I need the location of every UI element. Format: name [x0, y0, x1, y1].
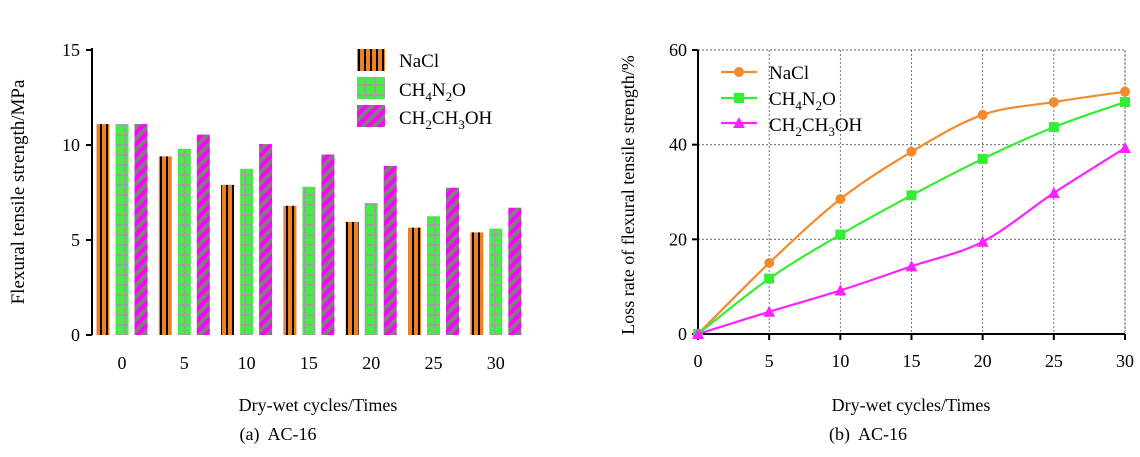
- y-tick-label: 10: [62, 135, 80, 155]
- bar-nacl-5: [158, 156, 172, 335]
- y-tick-label: 5: [71, 230, 80, 250]
- point-ch4n2o-25: [1048, 122, 1059, 133]
- bar-ch4n2o-15: [302, 186, 316, 335]
- bar-ch2ch3oh-30: [508, 207, 522, 335]
- series-line-nacl: [697, 90, 1126, 335]
- point-ch4n2o-15: [906, 190, 917, 201]
- caption-a: (a) AC-16: [240, 424, 317, 445]
- legend-a: NaCl CH4N2O CH2CH3OH: [357, 49, 493, 132]
- x-tick-label: 0: [694, 351, 703, 371]
- x-tick-label: 15: [300, 353, 318, 373]
- bar-ch4n2o-0: [115, 124, 129, 335]
- legend-swatch-ch4n2o: [357, 77, 385, 99]
- y-tick-label: 0: [71, 325, 80, 345]
- x-tick-label: 30: [1116, 351, 1134, 371]
- line-chart-b: 0 20 40 60 0 5 10 15 20 25 30 Loss rate of flexura…: [618, 40, 1134, 445]
- point-ch4n2o-5: [764, 273, 775, 284]
- legend-label-ch4n2o: CH4N2O: [399, 80, 466, 104]
- y-tick-label: 60: [669, 40, 687, 60]
- bar-ch4n2o-5: [177, 148, 191, 335]
- x-tick-label: 10: [238, 353, 256, 373]
- y-tick-label: 40: [669, 135, 687, 155]
- point-ch2ch3oh-5: [763, 305, 776, 317]
- point-nacl-10: [835, 194, 846, 205]
- point-nacl-30: [1120, 86, 1130, 97]
- x-tick-label: 5: [765, 351, 774, 371]
- y-axis-label: Loss rate of flexural tensile strength/%: [618, 55, 638, 334]
- point-nacl-5: [764, 258, 775, 268]
- legend-marker-nacl: [734, 67, 744, 77]
- point-ch2ch3oh-20: [976, 235, 989, 247]
- y-tick-label: 0: [678, 324, 687, 344]
- x-tick-label: 25: [1045, 351, 1063, 371]
- bar-ch2ch3oh-0: [134, 124, 148, 335]
- bar-nacl-15: [283, 205, 297, 335]
- caption-b: (b) AC-16: [829, 424, 907, 445]
- y-tick-label: 20: [669, 229, 687, 249]
- point-ch2ch3oh-25: [1047, 186, 1060, 198]
- bar-ch2ch3oh-5: [196, 134, 210, 335]
- bar-nacl-10: [221, 184, 235, 335]
- legend-b: NaCl CH4N2O CH2CH3OH: [721, 63, 863, 139]
- x-tick-label: 5: [180, 353, 189, 373]
- x-tick-label: 20: [974, 351, 992, 371]
- bar-ch4n2o-10: [240, 168, 254, 335]
- x-tick-label: 10: [831, 351, 849, 371]
- y-tick-label: 15: [62, 40, 80, 60]
- legend-label-nacl: NaCl: [399, 51, 439, 72]
- x-axis-label: Dry-wet cycles/Times: [832, 395, 991, 415]
- point-ch2ch3oh-10: [834, 284, 847, 296]
- bar-ch4n2o-30: [489, 228, 503, 335]
- bar-ch4n2o-20: [364, 202, 378, 335]
- bar-ch4n2o-25: [427, 216, 440, 335]
- point-ch2ch3oh-0: [692, 328, 704, 339]
- point-ch2ch3oh-30: [1119, 141, 1131, 153]
- x-axis-label: Dry-wet cycles/Times: [239, 395, 398, 415]
- legend-label-ch4n2o: CH4N2O: [769, 89, 836, 113]
- x-tick-label: 20: [362, 353, 380, 373]
- point-nacl-15: [906, 146, 917, 157]
- x-tick-label: 0: [118, 353, 127, 373]
- point-nacl-25: [1048, 97, 1059, 108]
- point-ch4n2o-30: [1120, 97, 1130, 108]
- x-tick-label: 15: [903, 351, 921, 371]
- legend-label-ch2ch3oh: CH2CH3OH: [399, 108, 493, 132]
- bar-nacl-20: [345, 221, 359, 335]
- point-ch2ch3oh-15: [905, 260, 918, 272]
- bar-nacl-25: [408, 227, 421, 335]
- legend-marker-ch2ch3oh: [733, 117, 745, 128]
- point-nacl-20: [977, 109, 988, 120]
- legend-swatch-ch2ch3oh: [357, 105, 385, 127]
- legend-label-ch2ch3oh: CH2CH3OH: [769, 115, 863, 139]
- bar-nacl-30: [470, 232, 484, 335]
- x-tick-label: 25: [425, 353, 443, 373]
- bar-chart-a: 0 5 10 15 0 5 10 15 20 25 30 Flexural tensile stre…: [8, 40, 522, 445]
- x-tick-label: 30: [487, 353, 505, 373]
- point-ch4n2o-20: [977, 153, 988, 164]
- legend-marker-ch4n2o: [734, 93, 744, 103]
- bar-ch2ch3oh-20: [383, 165, 397, 335]
- bar-ch2ch3oh-25: [446, 187, 459, 335]
- y-axis-label: Flexural tensile strength/MPa: [8, 79, 29, 304]
- bar-nacl-0: [96, 124, 110, 335]
- bar-ch2ch3oh-10: [259, 144, 273, 335]
- point-ch4n2o-10: [835, 229, 846, 240]
- legend-swatch-nacl: [357, 49, 385, 71]
- bar-ch2ch3oh-15: [321, 154, 335, 335]
- legend-label-nacl: NaCl: [769, 63, 809, 84]
